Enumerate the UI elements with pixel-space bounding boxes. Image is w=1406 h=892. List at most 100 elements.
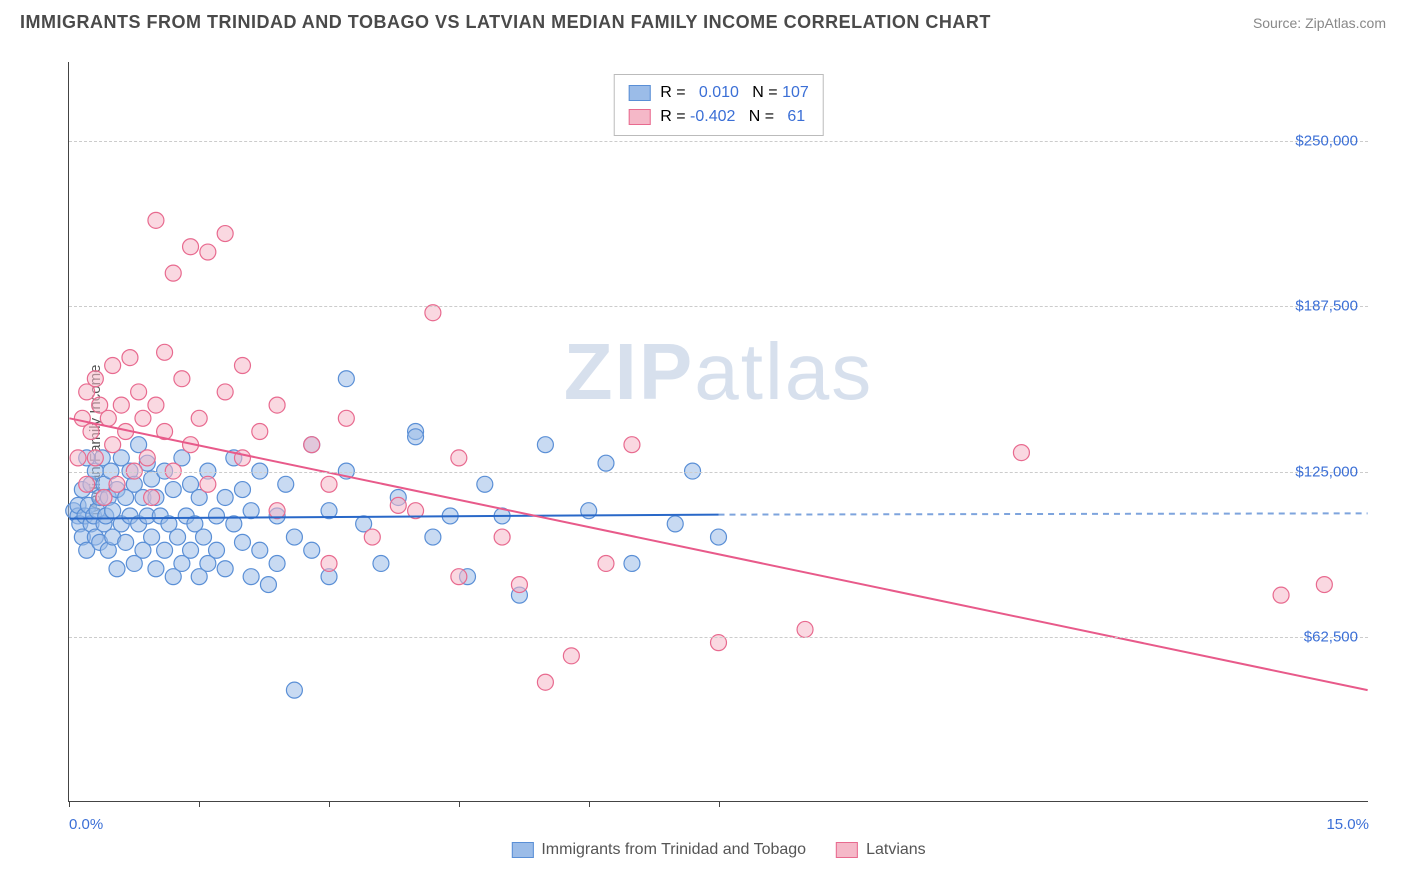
x-tick: [199, 801, 200, 807]
scatter-point-trinidad: [165, 482, 181, 498]
scatter-point-latvians: [96, 489, 112, 505]
scatter-point-latvians: [87, 371, 103, 387]
scatter-point-trinidad: [667, 516, 683, 532]
scatter-point-trinidad: [304, 542, 320, 558]
stats-row-trinidad: R = 0.010 N = 107: [628, 81, 809, 105]
scatter-point-latvians: [139, 450, 155, 466]
scatter-point-latvians: [563, 648, 579, 664]
scatter-point-latvians: [269, 397, 285, 413]
scatter-point-trinidad: [217, 561, 233, 577]
r-value-trinidad: 0.010: [699, 84, 739, 101]
scatter-point-trinidad: [148, 561, 164, 577]
scatter-point-latvians: [122, 350, 138, 366]
scatter-point-trinidad: [425, 529, 441, 545]
scatter-point-latvians: [79, 476, 95, 492]
scatter-point-latvians: [157, 344, 173, 360]
scatter-point-latvians: [338, 410, 354, 426]
scatter-point-trinidad: [170, 529, 186, 545]
gridline: [69, 472, 1368, 473]
scatter-point-latvians: [269, 503, 285, 519]
scatter-point-trinidad: [243, 503, 259, 519]
scatter-point-latvians: [390, 497, 406, 513]
scatter-point-trinidad: [183, 542, 199, 558]
scatter-point-latvians: [200, 244, 216, 260]
scatter-svg: [69, 62, 1368, 801]
scatter-point-latvians: [100, 410, 116, 426]
source-label: Source: ZipAtlas.com: [1253, 15, 1386, 31]
legend-item-trinidad: Immigrants from Trinidad and Tobago: [511, 841, 806, 859]
x-tick: [69, 801, 70, 807]
scatter-point-latvians: [1013, 445, 1029, 461]
scatter-point-latvians: [217, 226, 233, 242]
scatter-point-latvians: [451, 450, 467, 466]
scatter-point-trinidad: [209, 542, 225, 558]
scatter-point-trinidad: [598, 455, 614, 471]
legend-item-latvians: Latvians: [836, 841, 926, 859]
stats-legend-box: R = 0.010 N = 107 R = -0.402 N = 61: [613, 74, 824, 136]
y-tick-label: $187,500: [1295, 298, 1358, 315]
trendline-dash-trinidad: [719, 513, 1368, 514]
swatch-latvians: [628, 109, 650, 125]
scatter-point-trinidad: [286, 529, 302, 545]
x-tick: [589, 801, 590, 807]
x-tick: [719, 801, 720, 807]
scatter-point-latvians: [511, 577, 527, 593]
bottom-legend: Immigrants from Trinidad and Tobago Latv…: [511, 841, 925, 859]
scatter-point-latvians: [234, 450, 250, 466]
scatter-point-latvians: [131, 384, 147, 400]
scatter-point-trinidad: [196, 529, 212, 545]
scatter-point-latvians: [1273, 587, 1289, 603]
swatch-trinidad: [628, 85, 650, 101]
scatter-point-latvians: [148, 212, 164, 228]
scatter-point-latvians: [252, 424, 268, 440]
scatter-point-latvians: [598, 555, 614, 571]
scatter-point-latvians: [200, 476, 216, 492]
scatter-point-trinidad: [118, 534, 134, 550]
scatter-point-latvians: [217, 384, 233, 400]
scatter-point-trinidad: [252, 542, 268, 558]
scatter-point-trinidad: [260, 577, 276, 593]
scatter-point-trinidad: [243, 569, 259, 585]
scatter-point-latvians: [148, 397, 164, 413]
scatter-point-trinidad: [286, 682, 302, 698]
plot-region: ZIPatlas R = 0.010 N = 107 R = -0.402 N …: [68, 62, 1368, 802]
gridline: [69, 306, 1368, 307]
scatter-point-latvians: [1316, 577, 1332, 593]
scatter-point-trinidad: [537, 437, 553, 453]
scatter-point-latvians: [113, 397, 129, 413]
legend-label-trinidad: Immigrants from Trinidad and Tobago: [541, 841, 806, 859]
scatter-point-trinidad: [711, 529, 727, 545]
header: IMMIGRANTS FROM TRINIDAD AND TOBAGO VS L…: [0, 0, 1406, 41]
scatter-point-latvians: [105, 437, 121, 453]
gridline: [69, 637, 1368, 638]
scatter-point-latvians: [321, 476, 337, 492]
scatter-point-latvians: [105, 358, 121, 374]
scatter-point-latvians: [624, 437, 640, 453]
x-tick: [329, 801, 330, 807]
scatter-point-trinidad: [209, 508, 225, 524]
scatter-point-latvians: [83, 424, 99, 440]
scatter-point-latvians: [183, 239, 199, 255]
y-tick-label: $125,000: [1295, 463, 1358, 480]
stats-row-latvians: R = -0.402 N = 61: [628, 105, 809, 129]
scatter-point-latvians: [321, 555, 337, 571]
scatter-point-latvians: [144, 489, 160, 505]
scatter-point-trinidad: [234, 534, 250, 550]
x-tick-label: 0.0%: [69, 816, 103, 833]
scatter-point-trinidad: [217, 489, 233, 505]
scatter-point-trinidad: [624, 555, 640, 571]
chart-title: IMMIGRANTS FROM TRINIDAD AND TOBAGO VS L…: [20, 12, 991, 33]
scatter-point-latvians: [364, 529, 380, 545]
scatter-point-latvians: [494, 529, 510, 545]
scatter-point-latvians: [135, 410, 151, 426]
scatter-point-trinidad: [338, 371, 354, 387]
scatter-point-trinidad: [144, 529, 160, 545]
scatter-point-trinidad: [373, 555, 389, 571]
gridline: [69, 141, 1368, 142]
scatter-point-latvians: [165, 265, 181, 281]
scatter-point-latvians: [191, 410, 207, 426]
scatter-point-trinidad: [408, 429, 424, 445]
y-tick-label: $62,500: [1304, 628, 1358, 645]
scatter-point-trinidad: [477, 476, 493, 492]
legend-swatch-trinidad: [511, 842, 533, 858]
